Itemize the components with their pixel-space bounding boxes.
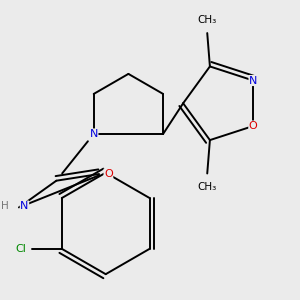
Text: H: H xyxy=(1,201,8,211)
Text: O: O xyxy=(249,121,258,131)
Text: CH₃: CH₃ xyxy=(198,15,217,25)
Text: N: N xyxy=(20,201,29,211)
Text: N: N xyxy=(249,76,257,85)
Text: Cl: Cl xyxy=(15,244,26,254)
Text: O: O xyxy=(104,169,113,179)
Text: CH₃: CH₃ xyxy=(198,182,217,192)
Text: N: N xyxy=(89,129,98,139)
